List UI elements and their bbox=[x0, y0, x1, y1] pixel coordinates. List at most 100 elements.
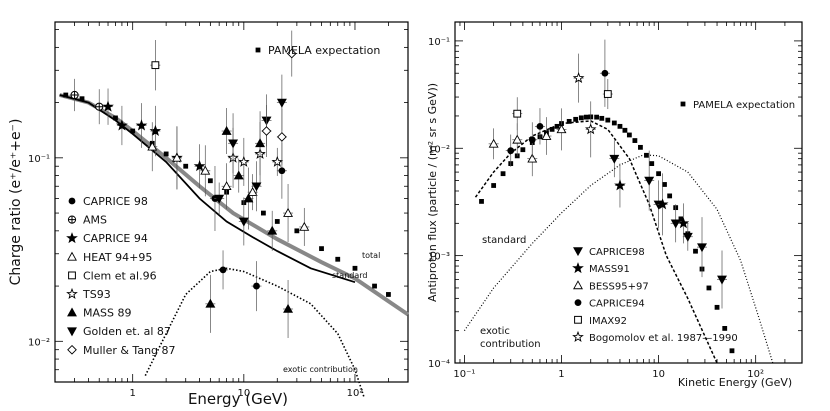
data-point bbox=[135, 119, 148, 131]
data-point bbox=[247, 187, 258, 196]
data-point bbox=[261, 126, 272, 136]
x-tick-label: 10² bbox=[347, 388, 364, 399]
chart-panel-left bbox=[54, 21, 410, 397]
data-point bbox=[622, 127, 628, 133]
legend-marker-ts93 bbox=[66, 287, 78, 299]
data-point bbox=[251, 182, 262, 192]
series-bogomolov-et-al-1987-1990 bbox=[572, 53, 597, 158]
data-point bbox=[706, 285, 712, 291]
data-point bbox=[193, 160, 206, 172]
data-point bbox=[267, 225, 278, 235]
data-point bbox=[207, 178, 213, 184]
standard-curve-label: standard bbox=[332, 271, 367, 280]
legend-label: BESS95+97 bbox=[589, 281, 649, 292]
data-point bbox=[233, 170, 244, 180]
y-tick-label: 10⁻² bbox=[428, 144, 450, 155]
legend-label: Muller & Tang 87 bbox=[83, 344, 176, 357]
data-point bbox=[63, 92, 69, 98]
data-point bbox=[609, 154, 620, 164]
x-tick-label: 10 bbox=[652, 369, 665, 380]
data-point bbox=[649, 161, 655, 166]
data-point bbox=[722, 326, 728, 331]
data-point bbox=[614, 179, 626, 191]
exotic-curve bbox=[144, 267, 365, 397]
data-point bbox=[541, 130, 552, 140]
data-point bbox=[566, 118, 572, 124]
y-axis-title: Charge ratio (e⁺/e⁺+e⁻) bbox=[8, 119, 24, 286]
data-point bbox=[554, 123, 560, 129]
data-point bbox=[572, 72, 585, 84]
data-point bbox=[632, 138, 638, 143]
data-point bbox=[601, 69, 609, 77]
legend-label: Clem et al.96 bbox=[83, 269, 157, 282]
data-point bbox=[693, 248, 698, 254]
data-point bbox=[274, 219, 280, 224]
data-point bbox=[183, 163, 189, 169]
data-point bbox=[253, 282, 260, 290]
series-golden-et-al-87 bbox=[214, 74, 287, 246]
data-point bbox=[507, 147, 515, 155]
data-point bbox=[644, 152, 649, 158]
data-point bbox=[662, 182, 667, 187]
legend-marker-clem-et-al-96 bbox=[68, 271, 76, 280]
pamela-legend-marker bbox=[680, 101, 686, 107]
data-point bbox=[147, 141, 158, 151]
data-point bbox=[729, 348, 735, 354]
data-point bbox=[644, 176, 655, 186]
data-point bbox=[605, 117, 611, 123]
data-point bbox=[556, 124, 567, 134]
legend-marker-caprice-98 bbox=[68, 197, 76, 205]
data-point bbox=[286, 48, 297, 59]
data-point bbox=[670, 219, 681, 229]
data-point bbox=[583, 114, 589, 120]
data-point bbox=[116, 119, 128, 131]
data-point bbox=[513, 109, 522, 118]
data-point bbox=[171, 152, 182, 162]
standard-curve bbox=[474, 120, 718, 364]
series-clem-et-al-96 bbox=[150, 39, 161, 91]
y-tick-label: 10⁻⁴ bbox=[428, 359, 450, 370]
data-point bbox=[667, 193, 673, 199]
plot-frame bbox=[454, 21, 803, 364]
legend-marker-imax92 bbox=[574, 315, 582, 324]
data-point bbox=[578, 115, 584, 121]
total-curve-label: total bbox=[362, 251, 380, 260]
data-point bbox=[130, 128, 136, 134]
data-point bbox=[163, 151, 169, 157]
series-heat-94-95 bbox=[147, 122, 310, 246]
series-pamela-expectation bbox=[63, 92, 391, 297]
chart-panel-right bbox=[454, 21, 803, 364]
standard-curve-label: standard bbox=[482, 235, 526, 246]
legend bbox=[66, 197, 78, 355]
x-tick-label: 10² bbox=[747, 369, 764, 380]
data-point bbox=[283, 207, 294, 217]
data-point bbox=[79, 96, 85, 102]
data-point bbox=[527, 153, 538, 163]
legend-label: CAPRICE 94 bbox=[83, 232, 148, 245]
data-point bbox=[603, 90, 612, 98]
data-point bbox=[512, 134, 523, 144]
data-point bbox=[656, 171, 661, 177]
data-point bbox=[520, 147, 526, 153]
data-point bbox=[626, 132, 632, 138]
exotic-curve-label: contribution bbox=[480, 339, 541, 350]
data-point bbox=[717, 275, 727, 285]
exotic-curve-label: exotic bbox=[480, 326, 510, 337]
legend-label: AMS bbox=[83, 214, 107, 227]
series-caprice94 bbox=[505, 39, 610, 167]
legend-marker-heat-94-95 bbox=[67, 251, 77, 261]
series-muller-tang-87 bbox=[261, 30, 297, 165]
legend bbox=[572, 247, 584, 342]
data-point bbox=[277, 132, 287, 142]
series-mass91 bbox=[614, 163, 690, 244]
data-point bbox=[491, 183, 497, 188]
data-point bbox=[260, 210, 266, 216]
data-point bbox=[113, 115, 118, 121]
data-point bbox=[678, 216, 684, 222]
data-point-cross bbox=[70, 91, 79, 99]
series-ams bbox=[69, 78, 105, 125]
legend-marker-golden-et-al-87 bbox=[67, 327, 77, 337]
plot-frame bbox=[54, 21, 409, 383]
data-point bbox=[638, 144, 643, 150]
